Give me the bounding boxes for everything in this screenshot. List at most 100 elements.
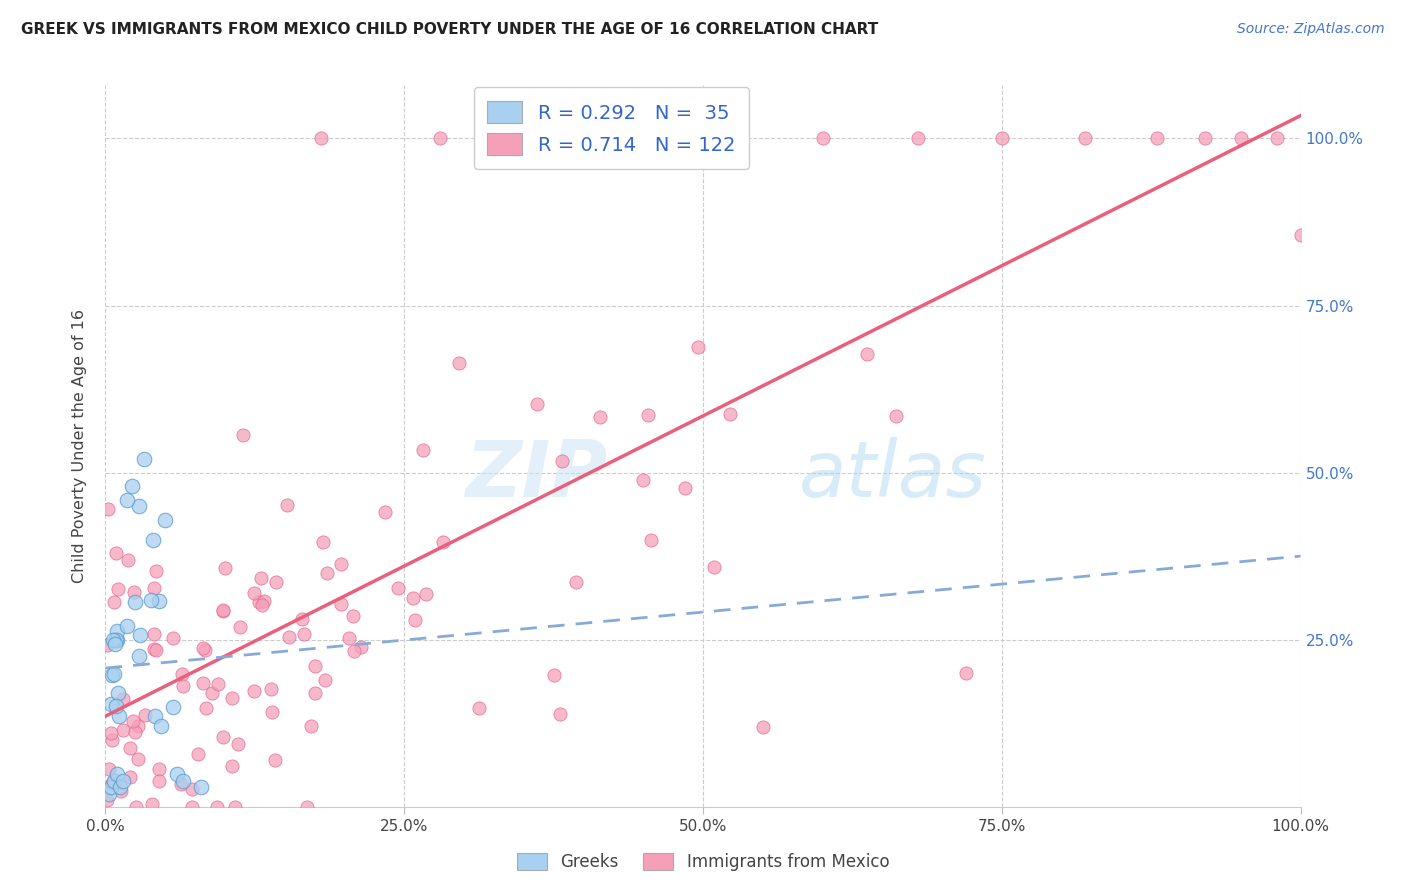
Point (330, 597, 353, 611)
Point (170, 666, 193, 681)
Point (232, 428, 254, 442)
Point (143, 709, 166, 723)
Point (100, 697, 122, 711)
Point (142, 582, 165, 596)
Text: Source: ZipAtlas.com: Source: ZipAtlas.com (1237, 22, 1385, 37)
Point (115, 492, 138, 507)
Point (855, 347, 877, 361)
Point (211, 603, 233, 617)
Point (103, 667, 125, 681)
Point (309, 131, 332, 145)
Point (104, 637, 127, 651)
Point (128, 648, 150, 663)
Point (127, 719, 149, 733)
Point (589, 409, 612, 424)
Point (513, 131, 536, 145)
Point (718, 407, 741, 421)
Point (191, 641, 214, 656)
Point (108, 709, 131, 723)
Point (148, 773, 170, 788)
Point (190, 780, 212, 795)
Point (201, 686, 224, 700)
Point (162, 631, 184, 645)
Point (145, 643, 167, 657)
Point (166, 767, 188, 781)
Point (124, 724, 146, 739)
Point (148, 593, 170, 607)
Point (194, 643, 217, 657)
Point (207, 677, 229, 691)
Point (429, 131, 451, 145)
Point (111, 691, 134, 706)
Point (211, 604, 233, 618)
Point (205, 800, 228, 814)
Point (108, 780, 131, 795)
Point (180, 781, 202, 796)
Point (402, 591, 425, 606)
Point (141, 592, 163, 607)
Point (191, 676, 214, 690)
Point (112, 773, 135, 788)
Point (122, 714, 145, 729)
Point (374, 505, 396, 519)
Point (107, 582, 129, 597)
Point (330, 557, 353, 571)
Point (132, 452, 155, 467)
Point (142, 626, 165, 640)
Point (990, 131, 1012, 145)
Point (124, 595, 146, 609)
Point (294, 627, 316, 641)
Point (172, 680, 194, 694)
Point (907, 131, 929, 145)
Point (142, 641, 165, 656)
Point (214, 561, 236, 575)
Point (107, 767, 129, 781)
Point (101, 733, 124, 747)
Point (299, 718, 322, 732)
Point (142, 533, 165, 547)
Text: ZIP: ZIP (465, 437, 607, 513)
Point (1074, 131, 1097, 145)
Point (264, 753, 287, 767)
Point (250, 598, 273, 612)
Point (122, 585, 145, 599)
Y-axis label: Child Poverty Under the Age of 16: Child Poverty Under the Age of 16 (72, 309, 87, 583)
Point (884, 409, 907, 423)
Point (96, 638, 118, 652)
Point (637, 408, 659, 422)
Point (100, 780, 122, 795)
Point (295, 800, 318, 814)
Point (252, 594, 274, 608)
Point (1289, 228, 1312, 243)
Point (101, 776, 124, 790)
Legend: Greeks, Immigrants from Mexico: Greeks, Immigrants from Mexico (509, 845, 897, 880)
Point (194, 701, 217, 715)
Point (224, 800, 246, 814)
Point (115, 618, 138, 632)
Point (551, 453, 574, 467)
Point (148, 762, 170, 776)
Point (97, 502, 120, 516)
Point (101, 668, 124, 682)
Point (112, 723, 135, 738)
Point (96, 792, 118, 806)
Point (247, 595, 270, 609)
Point (264, 574, 287, 589)
Point (128, 500, 150, 514)
Point (212, 730, 235, 744)
Point (339, 631, 361, 645)
Point (118, 771, 141, 785)
Point (98, 787, 121, 801)
Point (1265, 131, 1288, 145)
Point (117, 553, 139, 567)
Point (221, 691, 243, 706)
Point (153, 512, 177, 526)
Point (276, 498, 298, 512)
Point (1146, 131, 1168, 145)
Point (103, 595, 125, 609)
Point (150, 719, 173, 733)
Point (107, 685, 129, 699)
Point (387, 581, 409, 595)
Point (412, 442, 434, 457)
Point (229, 620, 252, 634)
